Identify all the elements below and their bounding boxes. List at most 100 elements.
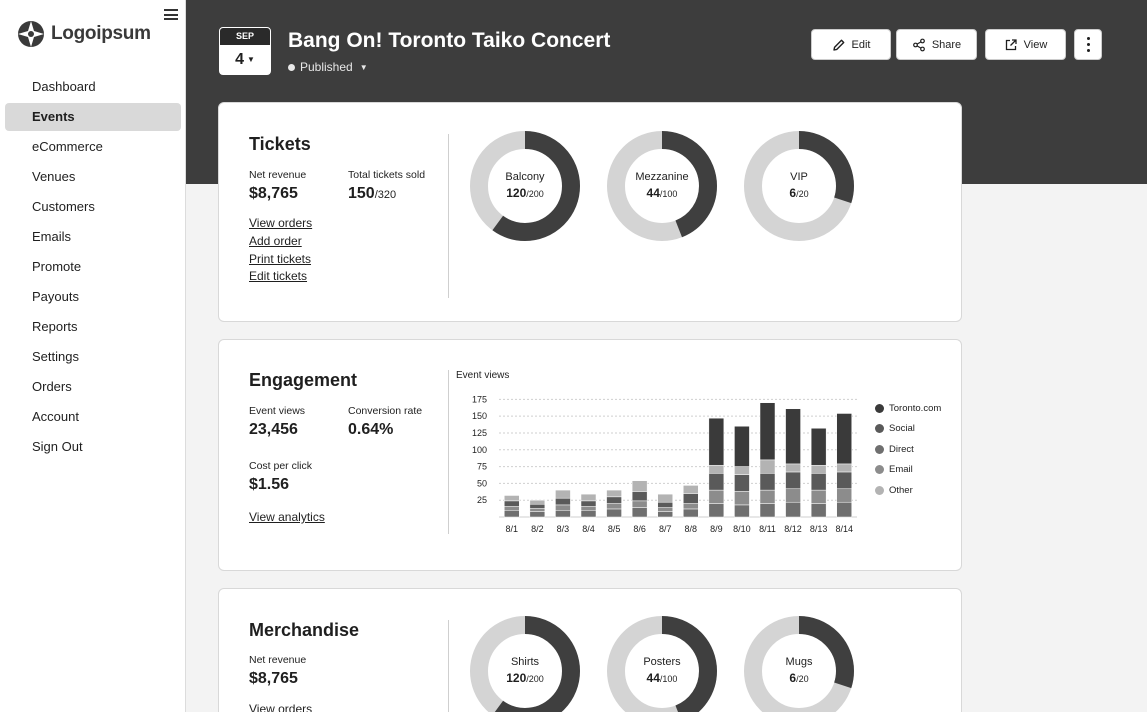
tickets-sold-count: 150 bbox=[348, 185, 375, 202]
edit-tickets-link[interactable]: Edit tickets bbox=[249, 269, 308, 283]
bar-email-8-13 bbox=[810, 489, 827, 504]
sidebar-item-payouts[interactable]: Payouts bbox=[32, 289, 79, 304]
bar-direct-8-10 bbox=[734, 504, 750, 518]
sidebar-item-promote[interactable]: Promote bbox=[32, 259, 82, 274]
logo[interactable]: Logoipsum bbox=[17, 20, 151, 48]
bar-social-8-11 bbox=[759, 473, 776, 491]
x-tick-label: 8/13 bbox=[810, 524, 828, 534]
bar-other-8-6 bbox=[631, 480, 648, 492]
donut-label: Shirts bbox=[510, 656, 540, 668]
x-tick-label: 8/11 bbox=[759, 524, 776, 534]
bar-direct-8-9 bbox=[708, 503, 725, 518]
y-tick-label: 175 bbox=[472, 394, 487, 404]
sidebar-item-reports[interactable]: Reports bbox=[32, 319, 78, 334]
sidebar-item-customers[interactable]: Customers bbox=[32, 199, 95, 214]
bar-email-8-11 bbox=[759, 489, 776, 504]
sidebar-item-emails[interactable]: Emails bbox=[32, 229, 72, 244]
bar-social-8-3 bbox=[555, 497, 571, 506]
merchandise-title: Merchandise bbox=[249, 620, 360, 640]
sidebar-item-orders[interactable]: Orders bbox=[32, 379, 72, 394]
date-day-value: 4 bbox=[235, 51, 244, 69]
x-tick-label: 8/1 bbox=[506, 524, 519, 534]
y-tick-label: 50 bbox=[477, 478, 487, 488]
cost-per-click-label: Cost per click bbox=[249, 460, 313, 472]
sidebar-item-dashboard[interactable]: Dashboard bbox=[32, 79, 96, 94]
sidebar-item-account[interactable]: Account bbox=[32, 409, 79, 424]
donut-balcony: Balcony 120/200 bbox=[469, 130, 581, 242]
sidebar-nav: Dashboard Events eCommerce Venues Customers E… bbox=[5, 73, 181, 463]
tickets-sold-label: Total tickets sold bbox=[348, 169, 426, 181]
sidebar-item-ecommerce[interactable]: eCommerce bbox=[32, 139, 103, 154]
engagement-title: Engagement bbox=[249, 370, 358, 390]
bar-direct-8-14 bbox=[836, 501, 852, 518]
bar-email-8-12 bbox=[785, 488, 801, 503]
merchandise-card: Merchandise Net revenue $8,765 View orde… bbox=[218, 588, 962, 712]
bar-email-8-2 bbox=[529, 508, 546, 512]
legend-dot-icon bbox=[875, 424, 884, 434]
logo-icon bbox=[18, 21, 44, 47]
conversion-rate-label: Conversion rate bbox=[348, 405, 423, 417]
x-tick-label: 8/12 bbox=[784, 524, 802, 534]
date-month: SEP bbox=[220, 28, 270, 45]
sidebar: Logoipsum Dashboard Events eCommerce Venues… bbox=[0, 0, 186, 712]
bar-social-8-8 bbox=[683, 493, 699, 504]
menu-icon[interactable] bbox=[164, 9, 178, 21]
legend-label: Social bbox=[889, 423, 915, 435]
sidebar-item-settings[interactable]: Settings bbox=[32, 349, 79, 364]
donut-fill bbox=[607, 131, 717, 241]
y-tick-label: 150 bbox=[472, 411, 487, 421]
bar-toronto-com-8-12 bbox=[785, 408, 801, 465]
edit-button[interactable]: Edit bbox=[811, 29, 891, 60]
legend-label: Other bbox=[889, 484, 913, 496]
chevron-down-icon: ▼ bbox=[359, 62, 368, 72]
bar-email-8-9 bbox=[708, 489, 725, 504]
print-tickets-link[interactable]: Print tickets bbox=[249, 252, 312, 266]
y-tick-label: 25 bbox=[477, 495, 487, 505]
external-link-icon bbox=[1005, 38, 1017, 50]
more-options-button[interactable] bbox=[1074, 29, 1102, 60]
divider bbox=[448, 620, 449, 712]
bar-email-8-10 bbox=[734, 491, 750, 506]
date-day: 4 ▼ bbox=[220, 45, 270, 74]
bar-email-8-4 bbox=[580, 505, 597, 511]
bar-email-8-1 bbox=[504, 505, 520, 511]
bar-social-8-12 bbox=[785, 471, 801, 490]
share-button[interactable]: Share bbox=[896, 29, 977, 60]
status-dropdown[interactable]: Published ▼ bbox=[288, 60, 368, 74]
bar-other-8-11 bbox=[759, 459, 776, 474]
chart-title: Event views bbox=[456, 370, 510, 381]
edit-button-label: Edit bbox=[851, 38, 871, 51]
share-button-label: Share bbox=[931, 38, 962, 51]
view-orders-link[interactable]: View orders bbox=[249, 216, 313, 230]
bar-toronto-com-8-14 bbox=[836, 413, 852, 465]
sidebar-item-events[interactable]: Events bbox=[5, 103, 181, 131]
more-dots-icon bbox=[1086, 37, 1090, 40]
add-order-link[interactable]: Add order bbox=[249, 234, 302, 248]
date-badge[interactable]: SEP 4 ▼ bbox=[219, 27, 271, 75]
legend-item-social: Social bbox=[875, 419, 941, 440]
merch-view-orders-link[interactable]: View orders bbox=[249, 702, 313, 712]
sidebar-item-sign-out[interactable]: Sign Out bbox=[32, 439, 83, 454]
view-analytics-link[interactable]: View analytics bbox=[249, 510, 325, 524]
x-tick-label: 8/9 bbox=[710, 524, 723, 534]
event-views-chart: 25 50 75 100 125 150 175 8/1 8/2 8/3 8/4 8/5 8/6 8/7 8… bbox=[472, 394, 857, 534]
bar-toronto-com-8-10 bbox=[734, 426, 750, 467]
merch-net-revenue-label: Net revenue bbox=[249, 654, 307, 666]
x-tick-label: 8/14 bbox=[835, 524, 853, 534]
status-dot-icon bbox=[288, 63, 295, 71]
bar-social-8-6 bbox=[631, 491, 648, 502]
view-button-label: View bbox=[1023, 38, 1048, 51]
donut-value: 120/200 bbox=[506, 186, 544, 200]
donut-shirts: Shirts 120/200 bbox=[469, 615, 581, 712]
view-button[interactable]: View bbox=[985, 29, 1066, 60]
page-title: Bang On! Toronto Taiko Concert bbox=[288, 29, 611, 52]
bar-email-8-7 bbox=[657, 507, 673, 512]
bar-social-8-7 bbox=[657, 501, 673, 508]
bar-social-8-4 bbox=[580, 500, 597, 507]
bar-direct-8-3 bbox=[555, 510, 571, 518]
engagement-card: Engagement Event views 23,456 Conversion… bbox=[218, 339, 962, 571]
donut-vip: VIP 6/20 bbox=[743, 130, 855, 242]
donut-label: Mugs bbox=[785, 656, 813, 668]
bar-other-8-14 bbox=[836, 463, 852, 473]
sidebar-item-venues[interactable]: Venues bbox=[32, 169, 76, 184]
